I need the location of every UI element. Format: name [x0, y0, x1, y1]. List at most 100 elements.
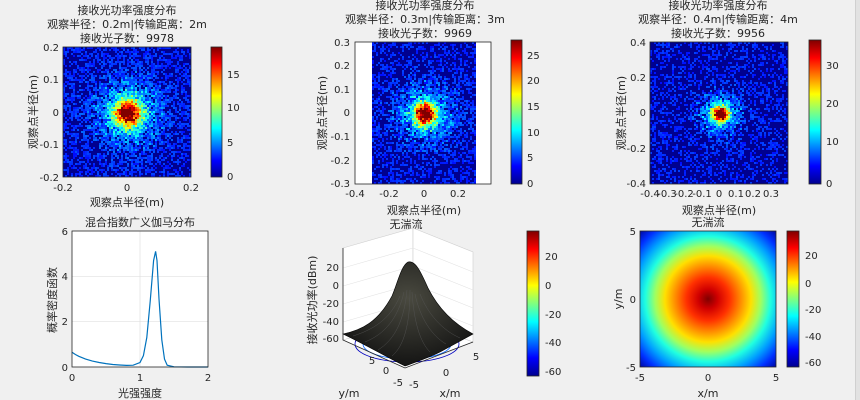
- heatmap-cell: [131, 125, 133, 127]
- heatmap-cell: [422, 58, 424, 60]
- heatmap-cell: [65, 85, 67, 87]
- heatmap-cell: [458, 66, 460, 68]
- heatmap-cell: [139, 75, 141, 77]
- heatmap-cell: [420, 86, 422, 88]
- heatmap-cell: [135, 53, 137, 55]
- heatmap-cell: [390, 126, 392, 128]
- heatmap-cell: [107, 117, 109, 119]
- heatmap-cell: [424, 146, 426, 148]
- heatmap-cell: [780, 42, 782, 44]
- heatmap-cell: [151, 91, 153, 93]
- y-tick-label: 0: [344, 108, 350, 119]
- heatmap-cell: [159, 135, 161, 137]
- heatmap-cell: [103, 55, 105, 57]
- heatmap-cell: [183, 131, 185, 133]
- heatmap-cell: [410, 120, 412, 122]
- heatmap-cell: [410, 94, 412, 96]
- heatmap-cell: [458, 84, 460, 86]
- heatmap-cell: [372, 134, 374, 136]
- heatmap-cell: [402, 180, 404, 182]
- heatmap-cell: [384, 124, 386, 126]
- heatmap-cell: [416, 122, 418, 124]
- heatmap-cell: [380, 144, 382, 146]
- heatmap-cell: [386, 126, 388, 128]
- heatmap-cell: [410, 118, 412, 120]
- heatmap-cell: [133, 135, 135, 137]
- heatmap-cell: [416, 146, 418, 148]
- heatmap-cell: [410, 96, 412, 98]
- heatmap-cell: [139, 173, 141, 175]
- heatmap-cell: [103, 71, 105, 73]
- heatmap-cell: [390, 110, 392, 112]
- heatmap-cell: [420, 134, 422, 136]
- heatmap-cell: [65, 105, 67, 107]
- heatmap-cell: [376, 116, 378, 118]
- heatmap-cell: [418, 80, 420, 82]
- heatmap-cell: [143, 89, 145, 91]
- heatmap-cell: [133, 125, 135, 127]
- heatmap-cell: [438, 54, 440, 56]
- heatmap-cell: [474, 44, 476, 46]
- heatmap-cell: [135, 59, 137, 61]
- heatmap-cell: [123, 97, 125, 99]
- heatmap-cell: [694, 42, 696, 44]
- heatmap-cell: [716, 58, 718, 60]
- heatmap-cell: [466, 142, 468, 144]
- heatmap-cell: [73, 69, 75, 71]
- heatmap-cell: [151, 85, 153, 87]
- heatmap-cell: [448, 118, 450, 120]
- heatmap-cell: [462, 116, 464, 118]
- heatmap-cell: [472, 150, 474, 152]
- heatmap-cell: [376, 86, 378, 88]
- heatmap-cell: [133, 165, 135, 167]
- heatmap-cell: [470, 182, 472, 184]
- heatmap-cell: [380, 110, 382, 112]
- heatmap-cell: [444, 64, 446, 66]
- heatmap-cell: [700, 42, 702, 44]
- heatmap-cell: [89, 97, 91, 99]
- heatmap-cell: [428, 60, 430, 62]
- heatmap-cell: [129, 143, 131, 145]
- heatmap-cell: [438, 100, 440, 102]
- heatmap-cell: [143, 107, 145, 109]
- heatmap-cell: [406, 146, 408, 148]
- heatmap-cell: [428, 144, 430, 146]
- heatmap-cell: [173, 169, 175, 171]
- heatmap-cell: [720, 54, 722, 56]
- heatmap-cell: [105, 161, 107, 163]
- heatmap-cell: [410, 180, 412, 182]
- heatmap-cell: [712, 44, 714, 46]
- heatmap-cell: [163, 171, 165, 173]
- heatmap-cell: [428, 84, 430, 86]
- heatmap-cell: [105, 137, 107, 139]
- heatmap-cell: [129, 99, 131, 101]
- heatmap-cell: [376, 154, 378, 156]
- heatmap-cell: [460, 178, 462, 180]
- heatmap-cell: [143, 93, 145, 95]
- heatmap-cell: [79, 81, 81, 83]
- heatmap-cell: [131, 103, 133, 105]
- heatmap-cell: [448, 114, 450, 116]
- heatmap-cell: [430, 144, 432, 146]
- heatmap-cell: [65, 81, 67, 83]
- heatmap-cell: [436, 98, 438, 100]
- heatmap-cell: [115, 55, 117, 57]
- heatmap-cell: [121, 159, 123, 161]
- heatmap-cell: [430, 60, 432, 62]
- heatmap-cell: [390, 102, 392, 104]
- heatmap-cell: [438, 172, 440, 174]
- heatmap-cell: [426, 92, 428, 94]
- heatmap-cell: [179, 65, 181, 67]
- heatmap-cell: [464, 130, 466, 132]
- heatmap-cell: [406, 112, 408, 114]
- heatmap-cell: [374, 84, 376, 86]
- heatmap-cell: [183, 175, 185, 177]
- heatmap-cell: [422, 162, 424, 164]
- heatmap-cell: [474, 146, 476, 148]
- heatmap-cell: [460, 106, 462, 108]
- heatmap-cell: [440, 126, 442, 128]
- heatmap-cell: [79, 175, 81, 177]
- heatmap-cell: [416, 100, 418, 102]
- heatmap-cell: [143, 103, 145, 105]
- heatmap-cell: [115, 147, 117, 149]
